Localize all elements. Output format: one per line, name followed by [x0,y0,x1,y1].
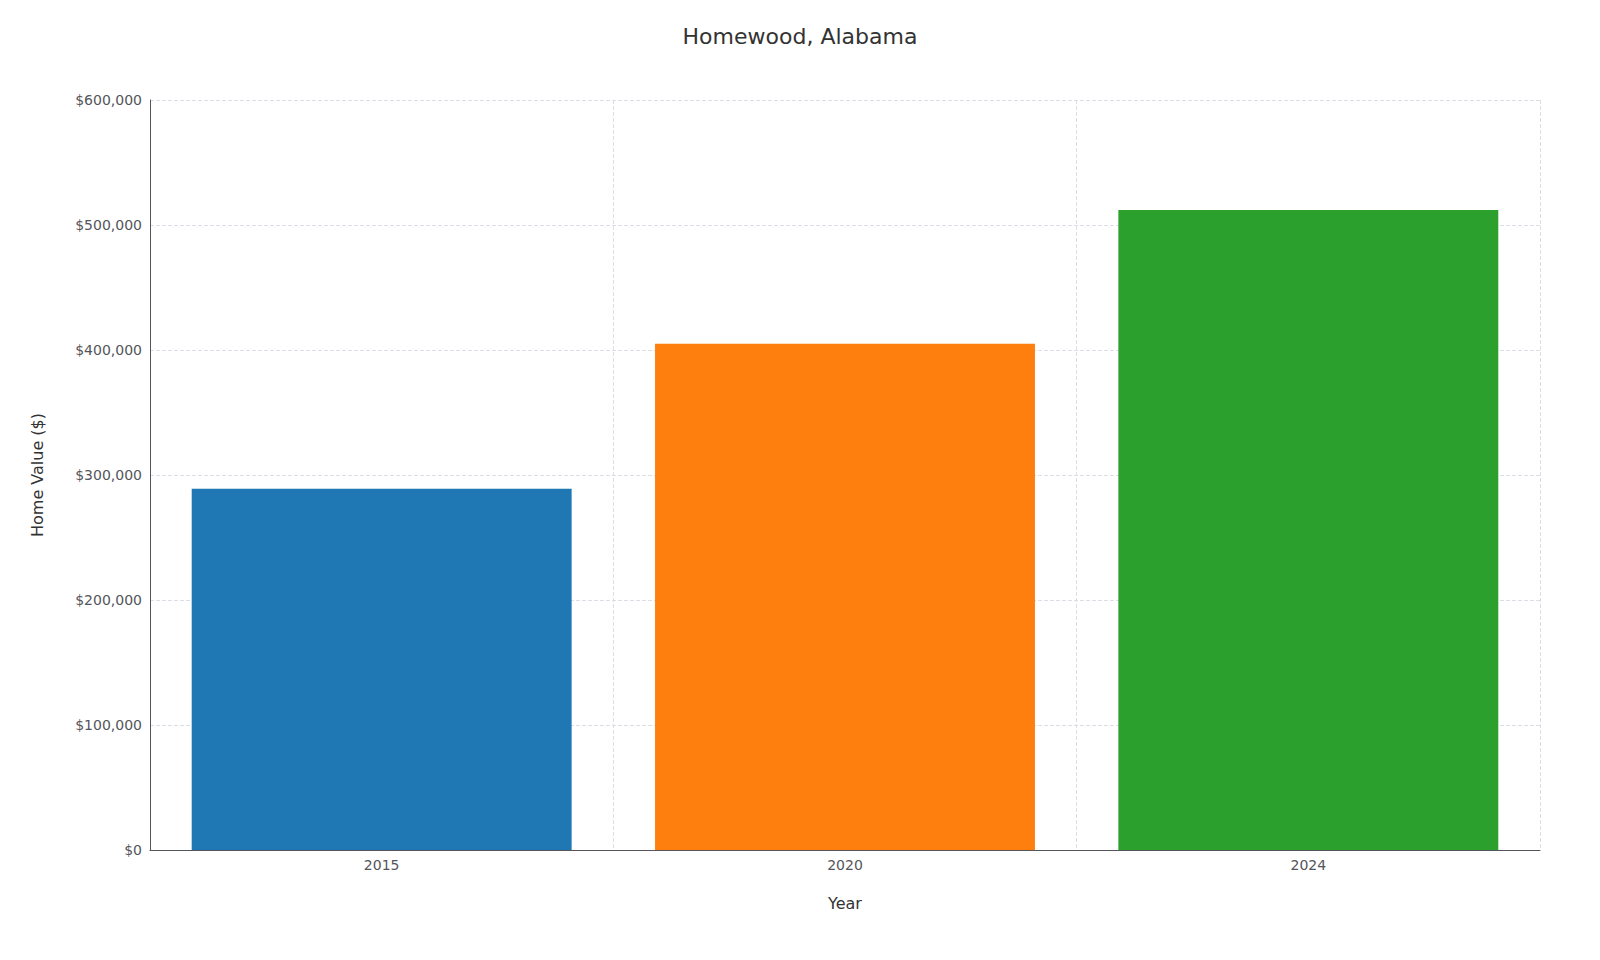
svg-text:Year: Year [827,894,862,913]
svg-text:Home Value ($): Home Value ($) [28,413,47,537]
svg-text:2015: 2015 [364,857,400,873]
svg-text:Homewood, Alabama: Homewood, Alabama [683,24,918,49]
svg-text:$0: $0 [124,842,142,858]
svg-text:$600,000: $600,000 [75,92,142,108]
svg-text:$300,000: $300,000 [75,467,142,483]
svg-text:2020: 2020 [827,857,863,873]
svg-text:2024: 2024 [1291,857,1327,873]
svg-text:$400,000: $400,000 [75,342,142,358]
svg-text:$500,000: $500,000 [75,217,142,233]
svg-text:$200,000: $200,000 [75,592,142,608]
svg-text:$100,000: $100,000 [75,717,142,733]
